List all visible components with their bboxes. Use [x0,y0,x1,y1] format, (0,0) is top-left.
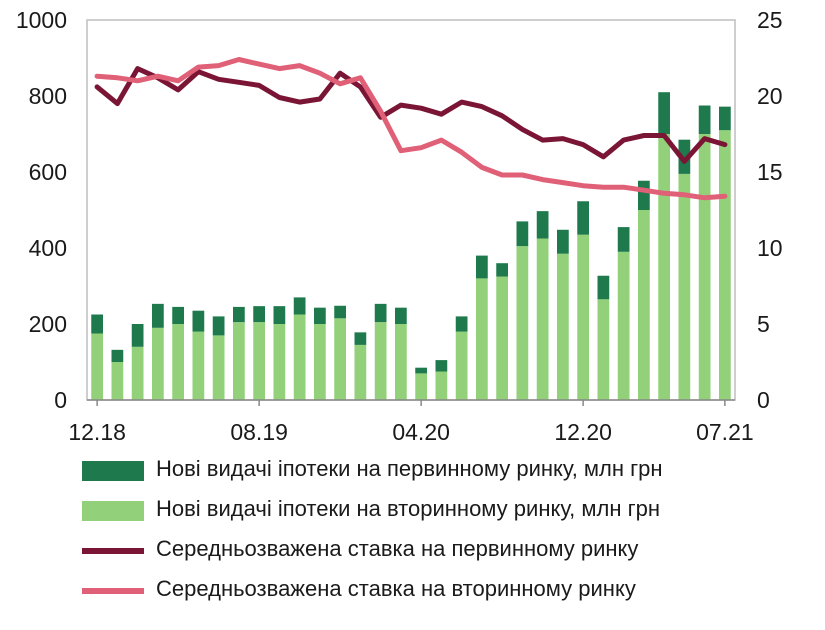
bar-secondary-issuance [253,322,265,400]
legend-swatch-primary-issuance [82,461,144,481]
bar-primary-issuance [293,297,306,315]
bar-primary-issuance [698,105,711,134]
bar-primary-issuance [658,92,670,134]
left-axis-tick-label: 400 [29,235,67,261]
bar-secondary-issuance [698,134,711,400]
bar-secondary-issuance [557,253,569,400]
bar-secondary-issuance [476,278,488,400]
left-axis-tick-label: 800 [29,83,67,109]
bar-secondary-issuance [233,322,245,400]
bar-primary-issuance [131,324,144,347]
bar-primary-issuance [516,221,529,247]
bar-primary-issuance [597,275,610,300]
bar-primary-issuance [617,227,630,252]
legend-label-secondary-rate: Середньозважена ставка на вторинному рин… [156,576,636,601]
bar-secondary-issuance [658,134,670,400]
bar-primary-issuance [212,316,225,336]
x-axis-tick-label: 07.21 [696,419,754,445]
bar-primary-issuance [435,360,448,372]
bar-secondary-issuance [435,371,448,400]
bar-secondary-issuance [516,246,529,400]
bar-secondary-issuance [638,210,650,400]
bar-primary-issuance [638,180,650,210]
bar-secondary-issuance [131,346,144,400]
bar-primary-issuance [374,303,387,323]
bar-primary-issuance [557,229,569,254]
bar-primary-issuance [314,307,326,324]
bar-secondary-issuance [678,173,691,400]
bar-secondary-issuance [212,335,225,400]
line-secondary-rate [94,57,728,201]
bar-primary-issuance [415,367,427,374]
left-axis-tick-label: 600 [29,159,67,185]
bar-primary-issuance [233,306,245,323]
left-axis-tick-label: 1000 [16,7,67,33]
bar-primary-issuance [719,106,731,131]
x-axis-tick-label: 04.20 [392,419,450,445]
bar-secondary-issuance [617,251,630,400]
bar-secondary-issuance [111,362,124,400]
legend-swatch-secondary-rate [82,588,144,594]
bar-secondary-issuance [334,318,346,400]
bar-primary-issuance [455,316,468,332]
x-axis-tick-label: 12.18 [68,419,126,445]
bar-primary-issuance [354,332,367,345]
bar-primary-issuance [152,303,164,328]
bar-secondary-issuance [496,276,508,400]
left-axis-tick-label: 0 [54,387,67,413]
right-axis-tick-label: 5 [757,311,770,337]
bar-primary-issuance [395,307,407,324]
right-axis-tick-label: 25 [757,7,783,33]
bar-secondary-issuance [152,327,164,400]
bar-secondary-issuance [374,322,387,400]
legend-label-primary-rate: Середньозважена ставка на первинному рин… [156,536,639,561]
legend-swatch-primary-rate [82,548,144,554]
bar-secondary-issuance [314,324,326,400]
bar-primary-issuance [536,211,549,239]
bar-primary-issuance [496,263,508,277]
bar-primary-issuance [172,306,184,324]
bar-secondary-issuance [719,130,731,400]
bar-secondary-issuance [273,324,286,400]
x-axis-tick-label: 12.20 [554,419,612,445]
line-primary-rate [94,66,728,164]
bar-secondary-issuance [536,238,549,400]
legend-swatch-secondary-issuance [82,501,144,521]
bar-secondary-issuance [597,299,610,400]
bar-secondary-issuance [172,324,184,400]
right-axis-tick-label: 15 [757,159,783,185]
bar-primary-issuance [273,306,286,324]
bar-primary-issuance [91,314,103,334]
bar-secondary-issuance [455,331,468,400]
bar-secondary-issuance [395,324,407,400]
bar-secondary-issuance [91,333,103,400]
bar-secondary-issuance [577,234,589,400]
bar-primary-issuance [111,349,124,362]
bar-primary-issuance [253,306,265,323]
right-axis-tick-label: 0 [757,387,770,413]
right-axis-tick-label: 10 [757,235,783,261]
bar-primary-issuance [476,255,488,279]
bar-primary-issuance [334,305,346,319]
bar-secondary-issuance [293,314,306,400]
left-axis-tick-label: 200 [29,311,67,337]
bar-primary-issuance [678,139,691,174]
mortgage-chart: 0 200 400 600 800 1000 0 5 10 15 20 25 12.18 08.19 04.… [16,7,783,445]
bar-primary-issuance [577,201,589,235]
legend-label-secondary-issuance: Нові видачі іпотеки на вторинному ринку,… [156,496,660,521]
x-axis-tick-label: 08.19 [230,419,288,445]
bar-secondary-issuance [354,344,367,400]
bar-secondary-issuance [415,373,427,400]
right-axis-tick-label: 20 [757,83,783,109]
bar-primary-issuance [192,310,205,332]
bar-secondary-issuance [192,331,205,400]
legend-label-primary-issuance: Нові видачі іпотеки на первинному ринку,… [156,456,663,481]
